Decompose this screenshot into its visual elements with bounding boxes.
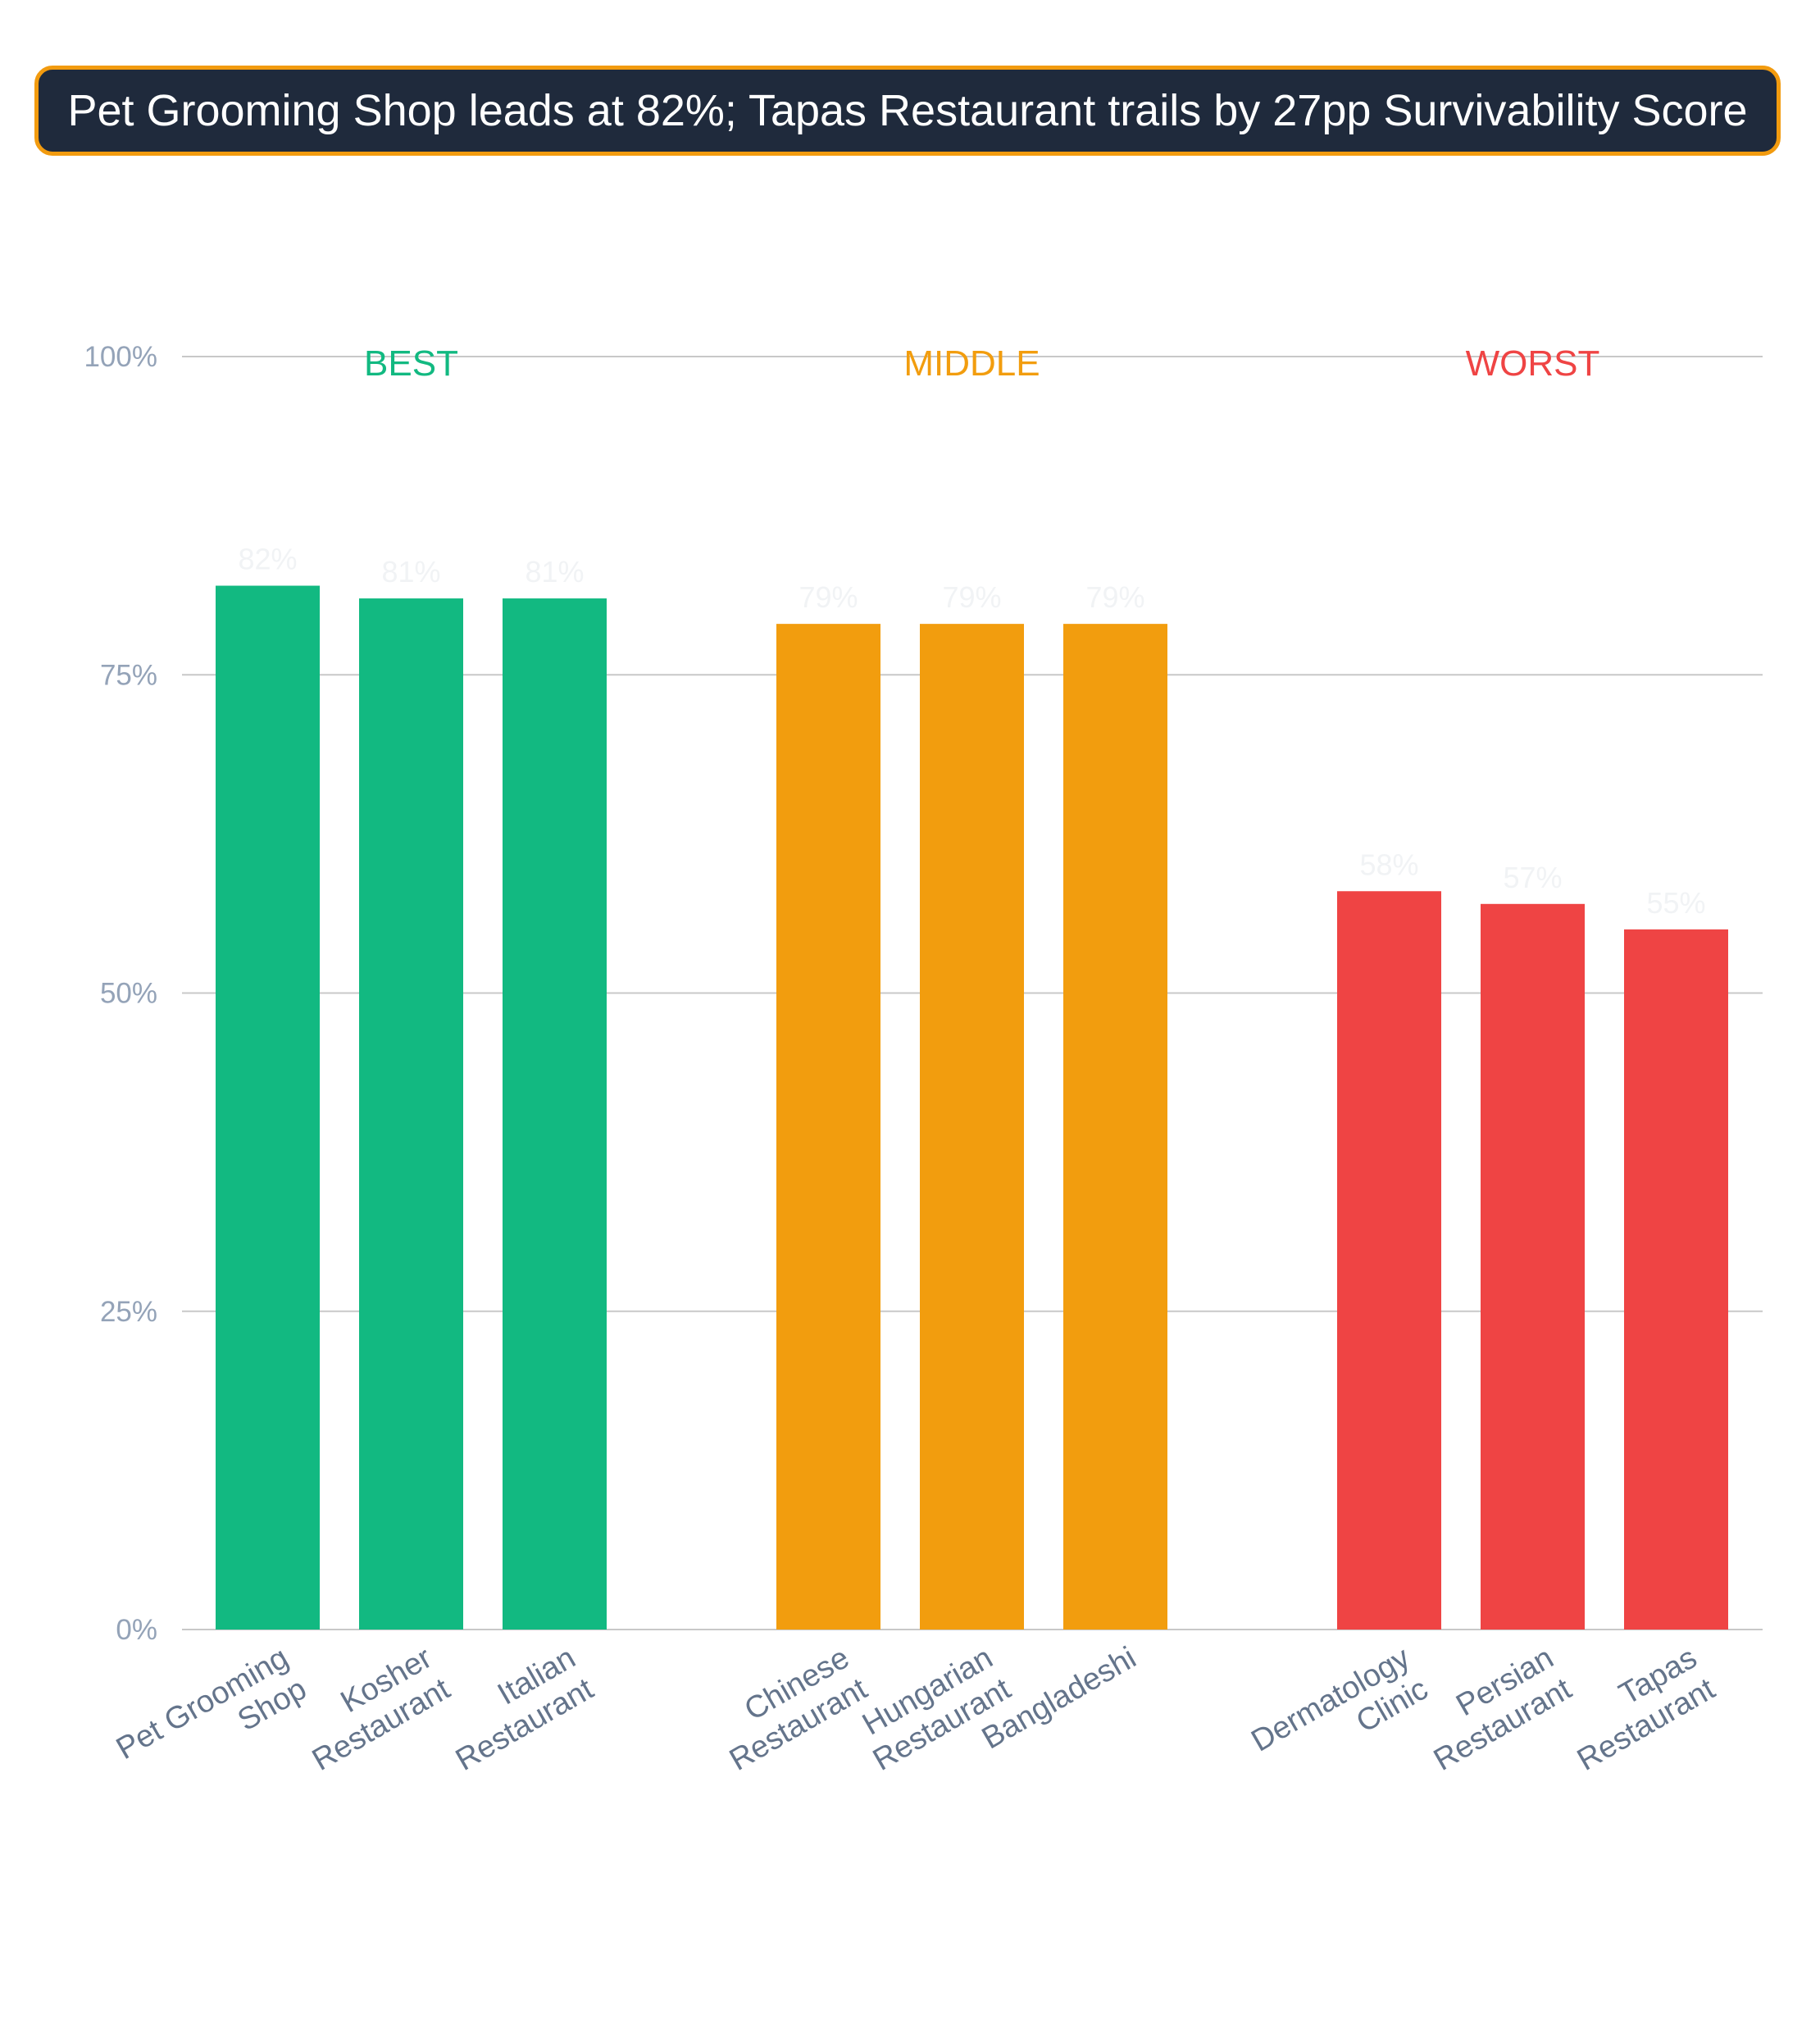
y-tick-label: 75% [100, 659, 157, 691]
bar [1624, 929, 1728, 1630]
group-label: BEST [364, 343, 458, 384]
category-label: Pet GroomingShop [111, 1640, 312, 1798]
value-label: 79% [942, 580, 1001, 614]
value-labels: 82% 81% 81% 79% 79% 79% 58% 57% 55% [238, 543, 1705, 920]
category-label: HungarianRestaurant [849, 1640, 1017, 1778]
group-label: WORST [1466, 343, 1600, 384]
value-label: 81% [381, 555, 440, 589]
bar [1337, 891, 1441, 1630]
value-label: 58% [1359, 848, 1418, 881]
value-label: 82% [238, 543, 297, 576]
bar [216, 585, 320, 1630]
y-tick-label: 0% [116, 1614, 157, 1646]
group-labels: BEST MIDDLE WORST [364, 343, 1599, 384]
bar [920, 624, 1024, 1630]
bar [503, 598, 607, 1630]
y-tick-label: 50% [100, 978, 157, 1010]
value-label: 79% [1085, 580, 1144, 614]
y-axis-ticks: 0% 25% 50% 75% 100% [84, 341, 157, 1646]
category-label: DermatologyClinic [1245, 1640, 1434, 1789]
category-labels: Pet GroomingShop KosherRestaurant ItalianR… [111, 1640, 1721, 1798]
bar [1481, 903, 1585, 1630]
value-label: 55% [1646, 886, 1705, 920]
bar [359, 598, 463, 1630]
bars [216, 585, 1728, 1630]
category-label: ChineseRestaurant [706, 1640, 873, 1778]
category-label: TapasRestaurant [1554, 1640, 1721, 1778]
bar [1063, 624, 1167, 1630]
value-label: 81% [525, 555, 584, 589]
value-label: 57% [1503, 861, 1562, 894]
group-label: MIDDLE [903, 343, 1040, 384]
y-tick-label: 100% [84, 341, 157, 373]
y-tick-label: 25% [100, 1296, 157, 1328]
category-label: PersianRestaurant [1410, 1640, 1577, 1778]
bar [776, 624, 880, 1630]
category-label: ItalianRestaurant [432, 1640, 599, 1778]
value-label: 79% [799, 580, 858, 614]
category-label: KosherRestaurant [289, 1640, 456, 1778]
chart-title: Pet Grooming Shop leads at 82%; Tapas Re… [34, 66, 1781, 156]
